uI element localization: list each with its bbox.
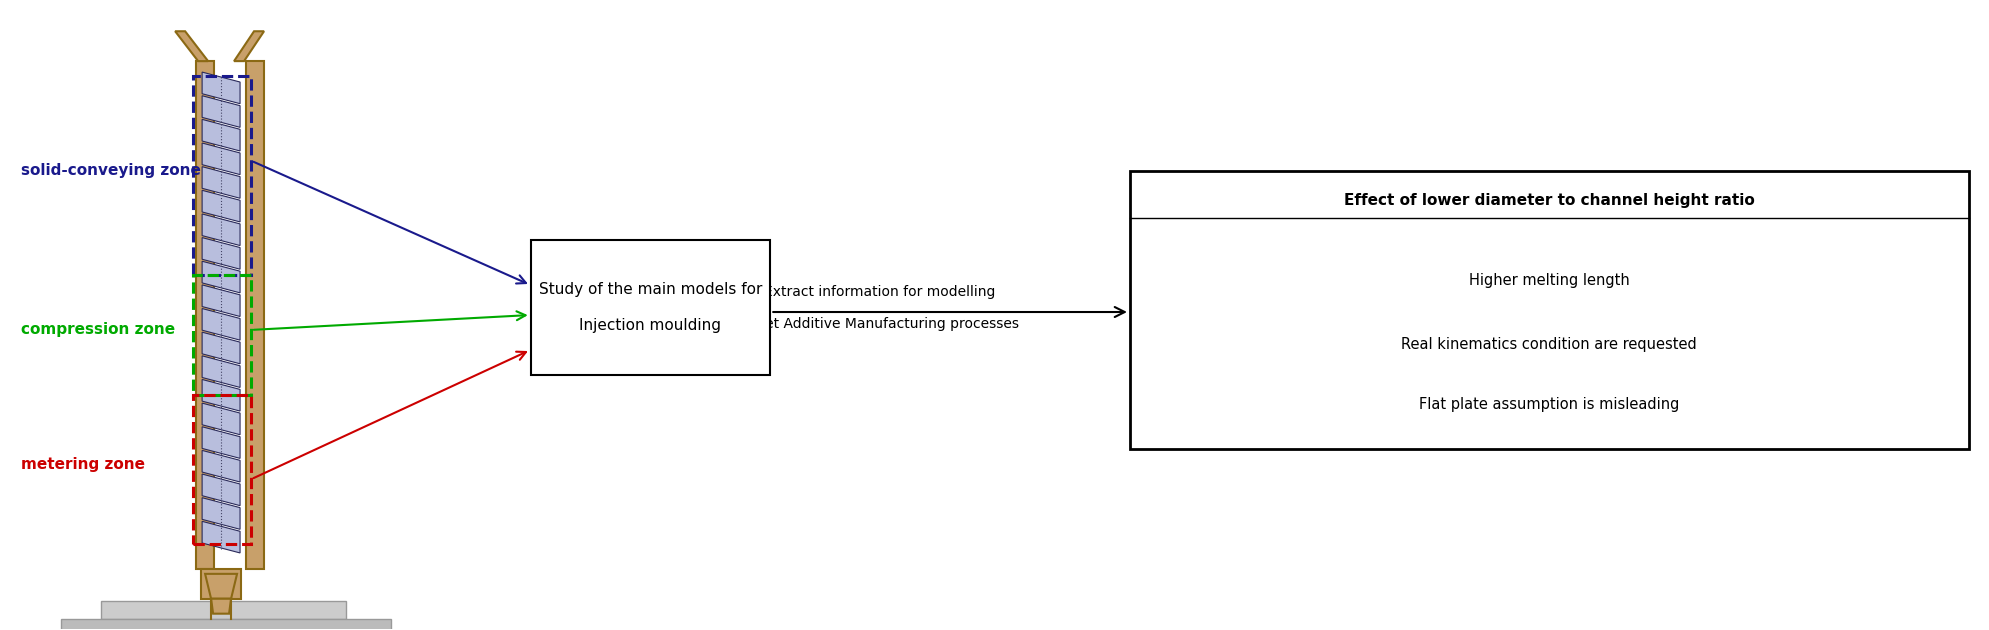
Polygon shape bbox=[203, 356, 241, 387]
Polygon shape bbox=[203, 143, 241, 175]
Text: solid-conveying zone: solid-conveying zone bbox=[22, 163, 201, 178]
Bar bbox=[101, 601, 346, 619]
Bar bbox=[247, 61, 265, 569]
Polygon shape bbox=[203, 403, 241, 435]
Bar bbox=[201, 569, 241, 598]
Polygon shape bbox=[203, 214, 241, 246]
Polygon shape bbox=[203, 261, 241, 293]
Polygon shape bbox=[203, 238, 241, 269]
Polygon shape bbox=[203, 522, 241, 553]
Text: Study of the main models for: Study of the main models for bbox=[539, 282, 762, 297]
Text: Effect of lower diameter to channel height ratio: Effect of lower diameter to channel heig… bbox=[1343, 193, 1754, 208]
Bar bbox=[531, 240, 770, 375]
Text: Higher melting length: Higher melting length bbox=[1468, 273, 1629, 288]
Text: Injection moulding: Injection moulding bbox=[579, 318, 722, 333]
Polygon shape bbox=[235, 32, 265, 61]
Bar bbox=[193, 275, 251, 394]
Text: metering zone: metering zone bbox=[22, 457, 145, 472]
Polygon shape bbox=[203, 379, 241, 411]
Bar bbox=[193, 76, 251, 275]
Polygon shape bbox=[203, 285, 241, 316]
Bar bbox=[197, 61, 215, 569]
Polygon shape bbox=[203, 427, 241, 459]
Polygon shape bbox=[203, 498, 241, 529]
Polygon shape bbox=[203, 450, 241, 482]
Polygon shape bbox=[203, 96, 241, 127]
Polygon shape bbox=[203, 119, 241, 151]
Bar bbox=[62, 619, 390, 630]
Text: compression zone: compression zone bbox=[22, 323, 175, 338]
Polygon shape bbox=[203, 309, 241, 340]
Polygon shape bbox=[203, 190, 241, 222]
Text: Flat plate assumption is misleading: Flat plate assumption is misleading bbox=[1418, 397, 1679, 412]
Text: Pellet Additive Manufacturing processes: Pellet Additive Manufacturing processes bbox=[740, 317, 1018, 331]
Polygon shape bbox=[205, 574, 237, 598]
Polygon shape bbox=[211, 598, 231, 614]
Polygon shape bbox=[203, 72, 241, 104]
Polygon shape bbox=[203, 332, 241, 364]
Text: Extract information for modelling: Extract information for modelling bbox=[764, 285, 994, 299]
Polygon shape bbox=[203, 474, 241, 506]
Bar bbox=[193, 394, 251, 544]
Polygon shape bbox=[175, 32, 209, 61]
Polygon shape bbox=[203, 167, 241, 198]
Text: Real kinematics condition are requested: Real kinematics condition are requested bbox=[1400, 338, 1697, 352]
Bar bbox=[1130, 171, 1967, 449]
